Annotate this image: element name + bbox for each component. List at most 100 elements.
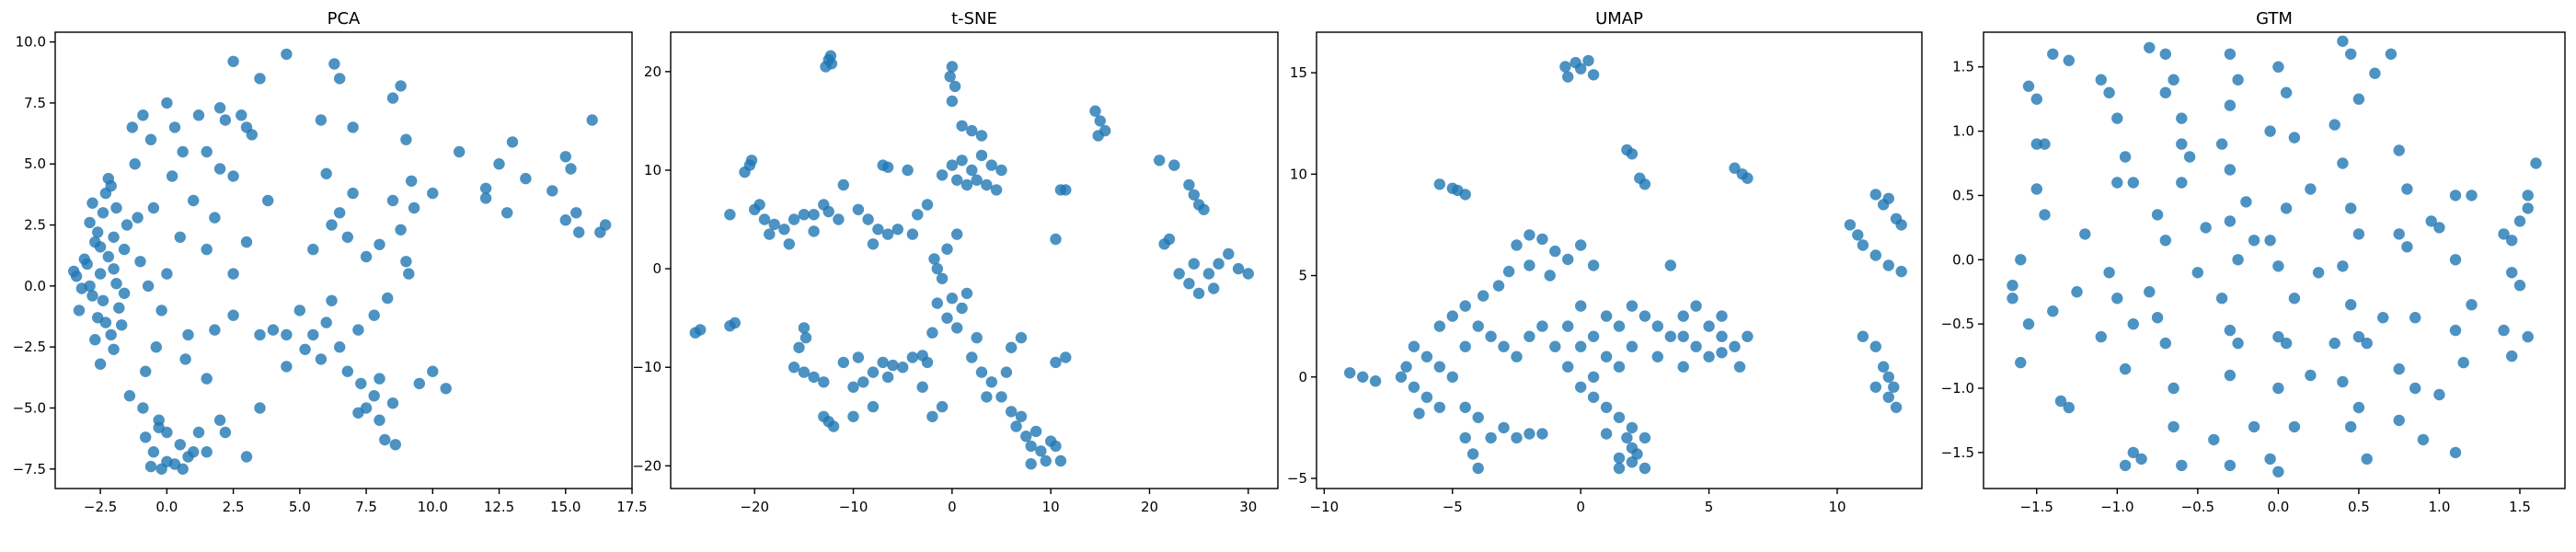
pca-point bbox=[97, 207, 109, 219]
pca-y-tick-label: 0.0 bbox=[24, 278, 46, 294]
pca-point bbox=[400, 256, 412, 268]
gtm-point bbox=[2159, 235, 2171, 247]
tsne-point bbox=[778, 224, 790, 236]
pca-point bbox=[368, 390, 380, 402]
pca-point bbox=[493, 158, 505, 170]
tsne-point bbox=[941, 243, 953, 255]
tsne-point bbox=[867, 400, 880, 413]
gtm-point bbox=[2248, 235, 2260, 247]
pca-point bbox=[315, 114, 328, 126]
pca-point bbox=[188, 446, 200, 458]
tsne-point bbox=[798, 366, 811, 378]
gtm-point bbox=[2224, 164, 2237, 176]
umap-point bbox=[1511, 239, 1523, 251]
gtm-point bbox=[2337, 35, 2349, 47]
pca-point bbox=[293, 305, 305, 316]
umap-point bbox=[1878, 199, 1890, 211]
pca-point bbox=[86, 290, 98, 302]
pca-y-tick-label: 10.0 bbox=[16, 34, 46, 51]
tsne-point bbox=[1060, 351, 1072, 363]
gtm-point bbox=[2063, 401, 2075, 414]
tsne-point bbox=[833, 213, 845, 225]
tsne-y-tick-label: −10 bbox=[632, 359, 661, 375]
gtm-point bbox=[2071, 286, 2083, 298]
pca-point bbox=[355, 377, 367, 390]
umap-point bbox=[1446, 371, 1459, 383]
umap-point bbox=[1882, 259, 1894, 271]
pca-point bbox=[123, 390, 136, 402]
tsne-point bbox=[1192, 287, 1205, 300]
gtm-point bbox=[2168, 74, 2179, 86]
pca-point bbox=[334, 207, 346, 219]
gtm-point bbox=[2127, 177, 2139, 189]
umap-point bbox=[1639, 431, 1651, 444]
pca-point bbox=[227, 309, 239, 321]
tsne-point bbox=[1089, 105, 1101, 117]
umap-point bbox=[1536, 233, 1548, 246]
tsne-point bbox=[1158, 238, 1170, 250]
umap-point bbox=[1852, 229, 1864, 241]
pca-point bbox=[307, 328, 319, 341]
umap-point bbox=[1524, 229, 1535, 241]
pca-point bbox=[395, 224, 407, 236]
pca-x-tick-label: 17.5 bbox=[616, 499, 647, 515]
umap-point bbox=[1733, 361, 1746, 373]
gtm-point bbox=[2513, 215, 2526, 227]
gtm-point bbox=[2272, 330, 2284, 343]
gtm-point bbox=[2168, 420, 2179, 433]
umap-point bbox=[1742, 330, 1754, 342]
gtm-point bbox=[2039, 209, 2051, 221]
umap-point bbox=[1524, 259, 1535, 271]
umap-point bbox=[1587, 259, 1600, 271]
gtm-point bbox=[2127, 318, 2139, 330]
tsne-point bbox=[1054, 454, 1067, 467]
pca-point bbox=[219, 114, 232, 126]
tsne-point bbox=[1050, 233, 1062, 246]
pca-y-tick-label: −5.0 bbox=[13, 399, 46, 416]
pca-point bbox=[573, 226, 585, 238]
pca-point bbox=[155, 305, 167, 316]
pca-point bbox=[328, 58, 340, 70]
gtm-point bbox=[2449, 254, 2462, 266]
tsne-point bbox=[1040, 454, 1052, 467]
pca-point bbox=[150, 341, 162, 353]
umap-point bbox=[1485, 330, 1497, 342]
umap-point bbox=[1575, 239, 1587, 251]
umap-point bbox=[1369, 375, 1382, 387]
gtm-point bbox=[2127, 446, 2139, 459]
tsne-point bbox=[1183, 178, 1195, 191]
tsne-point bbox=[827, 420, 840, 432]
gtm-point bbox=[2513, 280, 2526, 292]
pca-x-tick-label: 15.0 bbox=[550, 499, 581, 515]
umap-point bbox=[1570, 56, 1581, 69]
gtm-point bbox=[2393, 414, 2405, 427]
tsne-point bbox=[944, 71, 956, 83]
gtm-point bbox=[2248, 420, 2260, 433]
pca-point bbox=[352, 324, 364, 336]
gtm-point bbox=[2079, 228, 2091, 240]
gtm-point bbox=[2345, 299, 2357, 311]
pca-point bbox=[84, 280, 96, 293]
tsne-point bbox=[966, 124, 978, 137]
pca-point bbox=[506, 136, 519, 148]
umap-point bbox=[1729, 340, 1741, 352]
tsne-point bbox=[981, 178, 993, 191]
gtm-point bbox=[2449, 324, 2462, 337]
umap-point bbox=[1703, 351, 1715, 362]
umap-point bbox=[1626, 456, 1639, 468]
gtm-point bbox=[2208, 433, 2220, 446]
umap-point bbox=[1562, 361, 1574, 373]
umap-x-tick-label: −10 bbox=[1310, 499, 1340, 515]
tsne-point bbox=[941, 312, 953, 324]
umap-y-tick-label: 5 bbox=[1298, 268, 1307, 284]
pca-point bbox=[121, 219, 133, 231]
pca-x-tick-label: 0.0 bbox=[155, 499, 178, 515]
gtm-point bbox=[2522, 330, 2534, 343]
gtm-point bbox=[2111, 293, 2123, 305]
tsne-point bbox=[1232, 262, 1245, 275]
pca-point bbox=[213, 414, 226, 426]
umap-point bbox=[1869, 189, 1882, 201]
pca-point bbox=[334, 341, 346, 353]
gtm-point bbox=[2288, 132, 2301, 144]
tsne-point bbox=[758, 213, 771, 225]
